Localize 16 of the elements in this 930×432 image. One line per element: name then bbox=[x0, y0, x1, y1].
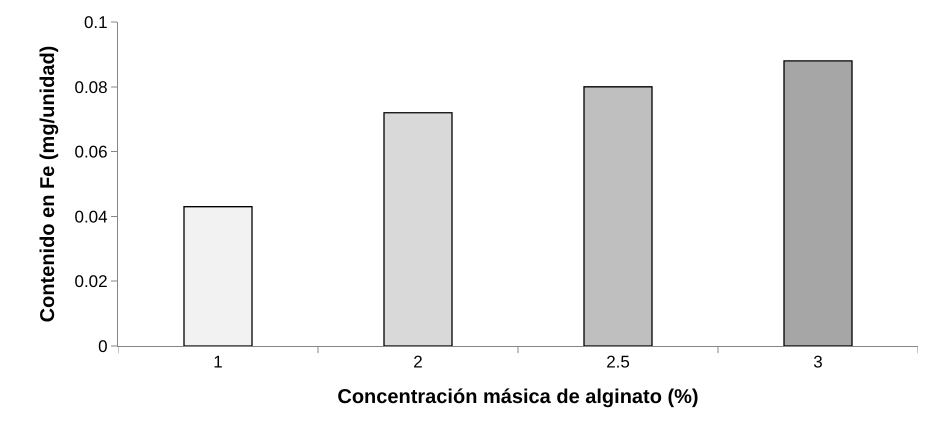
x-axis-title: Concentración másica de alginato (%) bbox=[337, 386, 699, 408]
x-tick-label: 2.5 bbox=[606, 352, 630, 372]
bar bbox=[383, 112, 453, 346]
bar bbox=[583, 86, 653, 346]
x-tick-label: 1 bbox=[213, 352, 223, 372]
y-tick-label: 0 bbox=[98, 336, 108, 356]
y-tick-label: 0.02 bbox=[74, 272, 108, 292]
x-tick-label: 2 bbox=[413, 352, 423, 372]
y-axis-title: Contenido en Fe (mg/unidad) bbox=[37, 46, 60, 322]
y-tick-label: 0.1 bbox=[84, 12, 108, 32]
bar bbox=[183, 206, 253, 346]
y-tick-label: 0.08 bbox=[74, 78, 108, 97]
y-tick-label: 0.06 bbox=[74, 142, 108, 162]
x-tick-label: 3 bbox=[813, 352, 823, 372]
bar bbox=[783, 60, 853, 346]
y-tick-label: 0.04 bbox=[74, 207, 108, 226]
